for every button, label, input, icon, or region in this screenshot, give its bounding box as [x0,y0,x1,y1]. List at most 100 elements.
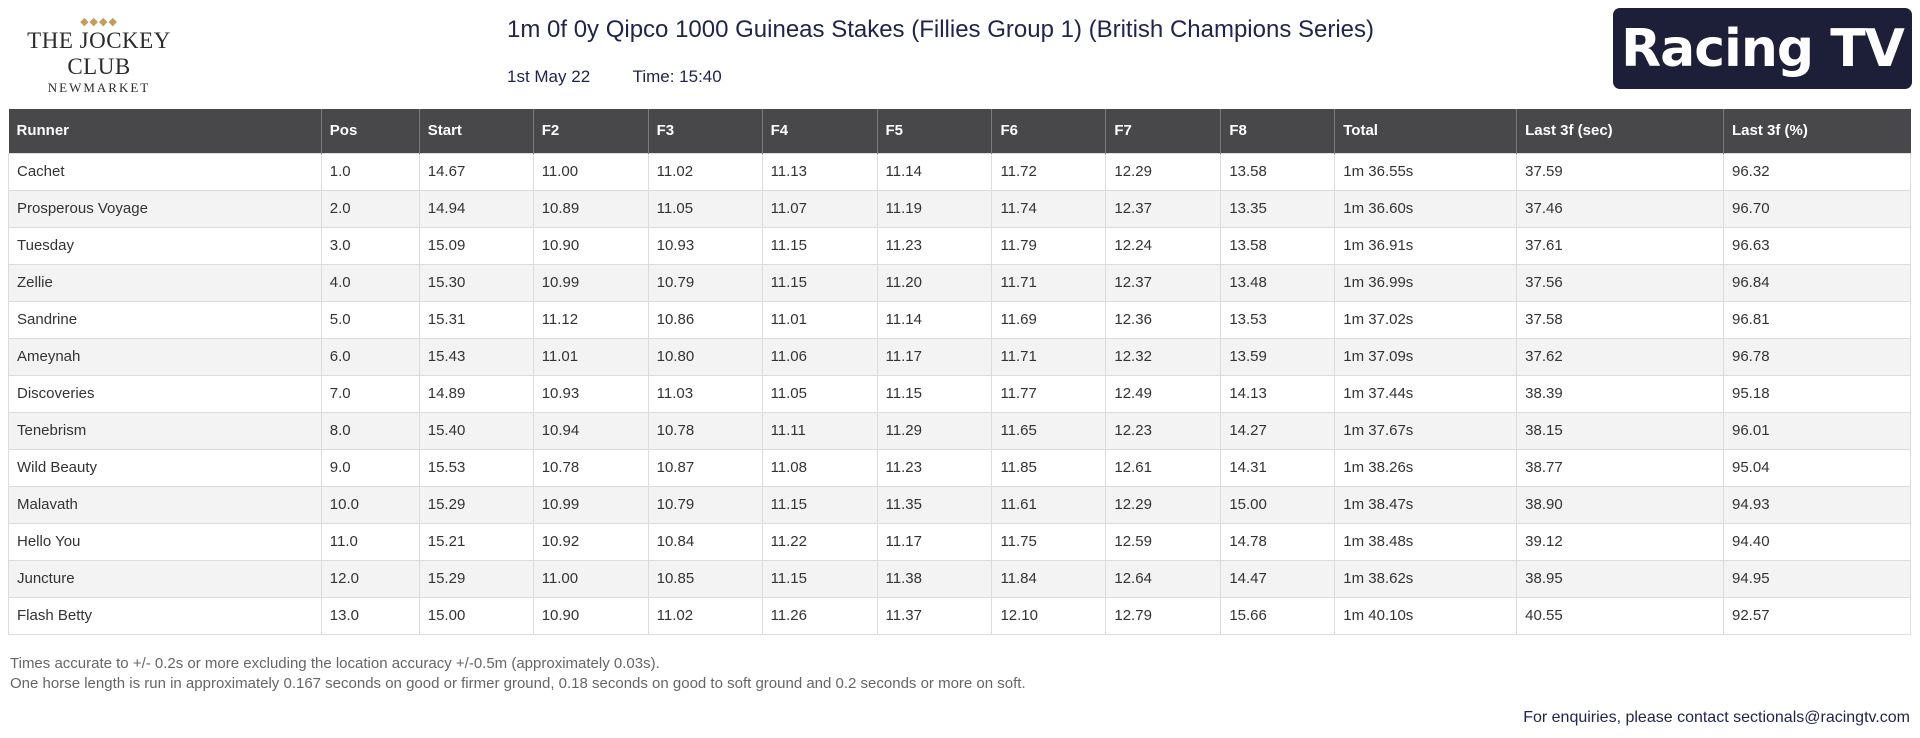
table-cell: 1m 38.48s [1334,522,1518,561]
table-cell: 96.01 [1723,411,1911,450]
table-cell: 15.43 [418,337,534,376]
table-cell: 96.78 [1723,337,1911,376]
table-row: Prosperous Voyage 2.0 14.94 10.89 11.05 11.07… [8,189,1911,228]
table-body: Cachet 1.0 14.67 11.00 11.02 11.13 11.14 11.72 1… [8,152,1911,635]
table-cell: 14.13 [1220,374,1336,413]
table-cell: 11.65 [991,411,1107,450]
table-cell: 11.00 [532,152,649,191]
table-cell: 11.01 [761,300,878,339]
table-cell: 15.66 [1220,596,1336,635]
jockey-club-logo: ◆◆◆◆ THE JOCKEY CLUB NEWMARKET [14,16,184,96]
table-cell: 15.21 [418,522,534,561]
table-row: Ameynah 6.0 15.43 11.01 10.80 11.06 11.17 11.71… [8,337,1911,376]
table-cell: 1m 38.26s [1334,448,1518,487]
table-cell: 38.95 [1516,559,1724,598]
table-row: Sandrine 5.0 15.31 11.12 10.86 11.01 11.14 11.6… [8,300,1911,339]
table-cell: 13.48 [1220,263,1336,302]
table-cell: 1m 38.47s [1334,485,1518,524]
table-cell: 13.58 [1220,226,1336,265]
table-cell: 10.93 [647,226,763,265]
table-cell: 15.31 [418,300,534,339]
table-cell: 10.84 [647,522,763,561]
table-cell: 1m 37.44s [1334,374,1518,413]
accuracy-notes: Times accurate to +/- 0.2s or more exclu… [10,654,1026,694]
race-meta: 1st May 22 Time: 15:40 [507,67,760,87]
table-cell: 37.58 [1516,300,1724,339]
table-cell: 37.62 [1516,337,1724,376]
table-cell: 12.29 [1105,152,1222,191]
table-cell: 11.15 [761,559,878,598]
table-row: Cachet 1.0 14.67 11.00 11.02 11.13 11.14 11.72 1… [8,152,1911,191]
table-cell: 13.58 [1220,152,1336,191]
table-cell: 11.19 [876,189,993,228]
logo-main-text: THE JOCKEY CLUB [27,28,171,79]
table-cell: 11.26 [761,596,878,635]
table-cell: 38.15 [1516,411,1724,450]
table-cell: 37.56 [1516,263,1724,302]
table-cell: 38.77 [1516,448,1724,487]
table-cell: 11.71 [991,337,1107,376]
table-cell: 11.08 [761,448,878,487]
table-cell: 12.79 [1105,596,1222,635]
table-cell: 14.78 [1220,522,1336,561]
table-cell: 10.79 [647,263,763,302]
table-cell: 1m 38.62s [1334,559,1518,598]
table-cell: 11.29 [876,411,993,450]
table-cell: 96.63 [1723,226,1911,265]
column-header: F4 [762,109,878,153]
runner-name-cell: Hello You [8,522,322,561]
table-cell: 10.78 [647,411,763,450]
column-header: Total [1334,109,1518,153]
table-cell: 12.64 [1105,559,1222,598]
runner-name-cell: Zellie [8,263,322,302]
table-cell: 1m 37.09s [1334,337,1518,376]
table-cell: 10.79 [647,485,763,524]
table-cell: 92.57 [1723,596,1911,635]
race-title: 1m 0f 0y Qipco 1000 Guineas Stakes (Fill… [507,16,1375,43]
racing-tv-logo: Racing TV [1613,8,1912,89]
logo-sub-text: NEWMARKET [47,80,151,95]
table-cell: 38.39 [1516,374,1724,413]
table-cell: 10.99 [532,485,649,524]
table-cell: 1m 36.60s [1334,189,1518,228]
column-header: Last 3f (sec) [1516,109,1724,153]
table-cell: 11.71 [991,263,1107,302]
table-cell: 10.0 [320,485,420,524]
table-cell: 15.29 [418,485,534,524]
table-cell: 95.04 [1723,448,1911,487]
table-cell: 13.59 [1220,337,1336,376]
runner-name-cell: Discoveries [8,374,322,413]
table-cell: 11.06 [761,337,878,376]
table-cell: 11.0 [320,522,420,561]
table-cell: 12.10 [991,596,1107,635]
column-header: F7 [1105,109,1222,153]
table-cell: 11.84 [991,559,1107,598]
table-cell: 1m 36.91s [1334,226,1518,265]
table-cell: 11.35 [876,485,993,524]
table-cell: 4.0 [320,263,420,302]
table-cell: 10.93 [532,374,649,413]
table-cell: 11.72 [991,152,1107,191]
race-time: Time: 15:40 [632,67,722,86]
table-cell: 14.27 [1220,411,1336,450]
table-cell: 10.78 [532,448,649,487]
table-cell: 14.94 [418,189,534,228]
table-cell: 3.0 [320,226,420,265]
runner-name-cell: Wild Beauty [8,448,322,487]
table-cell: 96.84 [1723,263,1911,302]
runner-name-cell: Sandrine [8,300,322,339]
table-row: Wild Beauty 9.0 15.53 10.78 10.87 11.08 11.23 1… [8,448,1911,487]
table-cell: 11.17 [876,522,993,561]
table-cell: 12.36 [1105,300,1222,339]
diamonds-icon: ◆◆◆◆ [80,16,118,28]
table-cell: 1.0 [320,152,420,191]
table-cell: 11.20 [876,263,993,302]
column-header: F3 [648,109,763,153]
table-cell: 13.0 [320,596,420,635]
table-cell: 12.59 [1105,522,1222,561]
table-cell: 11.85 [991,448,1107,487]
table-cell: 12.24 [1105,226,1222,265]
table-cell: 11.74 [991,189,1107,228]
table-cell: 94.93 [1723,485,1911,524]
table-cell: 11.00 [532,559,649,598]
